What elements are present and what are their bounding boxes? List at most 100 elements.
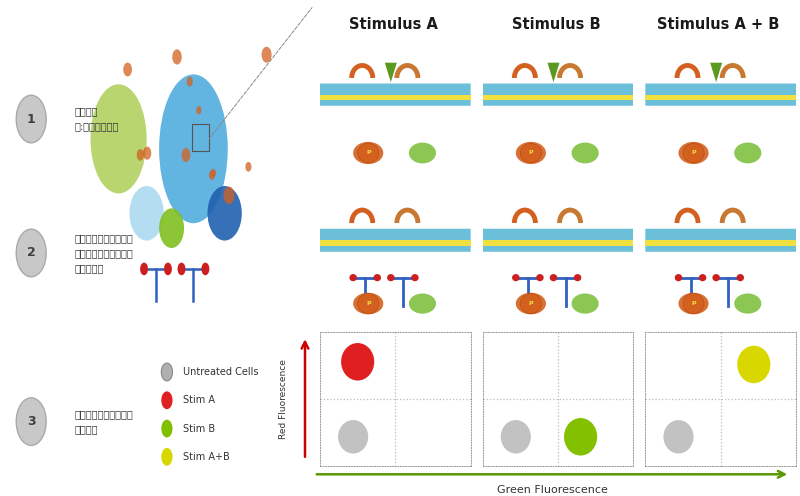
FancyBboxPatch shape	[320, 229, 470, 252]
FancyBboxPatch shape	[482, 229, 634, 252]
Ellipse shape	[353, 142, 383, 164]
Ellipse shape	[564, 418, 597, 455]
Circle shape	[143, 146, 151, 160]
Bar	[482, 240, 634, 246]
Ellipse shape	[516, 293, 546, 314]
Ellipse shape	[678, 142, 709, 164]
Text: Green Fluorescence: Green Fluorescence	[497, 485, 607, 495]
Bar	[646, 188, 796, 229]
Circle shape	[16, 398, 46, 445]
Circle shape	[137, 149, 144, 161]
Ellipse shape	[501, 420, 531, 453]
Circle shape	[162, 420, 173, 437]
Circle shape	[387, 274, 394, 281]
Ellipse shape	[571, 294, 598, 313]
Text: Untreated Cells: Untreated Cells	[182, 367, 258, 377]
Circle shape	[536, 274, 544, 281]
Circle shape	[162, 391, 173, 409]
Circle shape	[683, 294, 704, 313]
Ellipse shape	[663, 420, 694, 453]
Circle shape	[411, 274, 418, 281]
Bar	[320, 95, 470, 100]
Circle shape	[358, 294, 378, 313]
Text: Stimulus A + B: Stimulus A + B	[658, 17, 780, 32]
Bar	[482, 45, 634, 83]
Bar	[646, 240, 796, 246]
Ellipse shape	[353, 293, 383, 314]
Bar	[320, 45, 470, 83]
Text: Stimulus B: Stimulus B	[512, 17, 600, 32]
Circle shape	[737, 274, 744, 281]
Text: Red Fluorescence: Red Fluorescence	[278, 359, 287, 439]
Bar	[482, 188, 634, 229]
Text: Stim A+B: Stim A+B	[182, 452, 230, 462]
Bar	[482, 95, 634, 100]
Circle shape	[182, 148, 190, 162]
Circle shape	[512, 274, 519, 281]
Ellipse shape	[571, 142, 598, 163]
Ellipse shape	[516, 142, 546, 164]
Ellipse shape	[409, 294, 436, 313]
Text: 3: 3	[27, 415, 35, 428]
Ellipse shape	[678, 293, 709, 314]
Ellipse shape	[734, 294, 762, 313]
FancyBboxPatch shape	[646, 229, 796, 252]
Circle shape	[350, 274, 357, 281]
Polygon shape	[385, 62, 397, 82]
Circle shape	[164, 263, 172, 275]
Ellipse shape	[341, 343, 374, 380]
Circle shape	[162, 448, 173, 466]
Text: P: P	[691, 301, 696, 306]
Text: Stimulus A: Stimulus A	[349, 17, 438, 32]
Bar	[646, 45, 796, 83]
Text: 1: 1	[27, 113, 35, 125]
Ellipse shape	[90, 84, 146, 193]
Circle shape	[246, 162, 251, 172]
FancyBboxPatch shape	[320, 83, 470, 106]
Circle shape	[172, 49, 182, 64]
Bar	[320, 188, 470, 229]
Circle shape	[186, 76, 193, 86]
Circle shape	[162, 363, 173, 381]
Circle shape	[202, 263, 210, 275]
Circle shape	[520, 294, 542, 313]
Bar	[320, 240, 470, 246]
Ellipse shape	[159, 74, 228, 223]
Text: P: P	[529, 150, 533, 155]
Circle shape	[207, 186, 242, 241]
Ellipse shape	[338, 420, 368, 453]
Text: フローサイトメトリー
での解析: フローサイトメトリー での解析	[75, 409, 134, 434]
Text: Stim A: Stim A	[182, 395, 214, 405]
Circle shape	[674, 274, 682, 281]
Polygon shape	[547, 62, 559, 82]
Circle shape	[683, 143, 704, 163]
Circle shape	[16, 229, 46, 277]
Circle shape	[520, 143, 542, 163]
Circle shape	[130, 186, 164, 241]
Text: P: P	[366, 150, 370, 155]
Circle shape	[223, 186, 234, 204]
Circle shape	[374, 274, 381, 281]
Text: 細胞固定、透過処理、
蛍光リン酸特異的抗体
による染色: 細胞固定、透過処理、 蛍光リン酸特異的抗体 による染色	[75, 233, 134, 273]
Circle shape	[209, 171, 215, 180]
Text: P: P	[691, 150, 696, 155]
Circle shape	[550, 274, 558, 281]
Text: Stim B: Stim B	[182, 424, 214, 434]
Text: 細胞刺激
例:リン酸化誘導: 細胞刺激 例:リン酸化誘導	[75, 107, 119, 131]
Text: P: P	[529, 301, 533, 306]
Circle shape	[262, 47, 272, 62]
Text: 2: 2	[27, 247, 35, 259]
Ellipse shape	[734, 142, 762, 163]
Circle shape	[574, 274, 582, 281]
Circle shape	[196, 106, 202, 115]
Circle shape	[16, 95, 46, 143]
FancyBboxPatch shape	[646, 83, 796, 106]
Circle shape	[712, 274, 720, 281]
FancyBboxPatch shape	[482, 83, 634, 106]
Polygon shape	[710, 62, 722, 82]
Circle shape	[178, 263, 186, 275]
Text: P: P	[366, 301, 370, 306]
Circle shape	[159, 208, 184, 248]
Ellipse shape	[409, 142, 436, 163]
Circle shape	[140, 263, 148, 275]
